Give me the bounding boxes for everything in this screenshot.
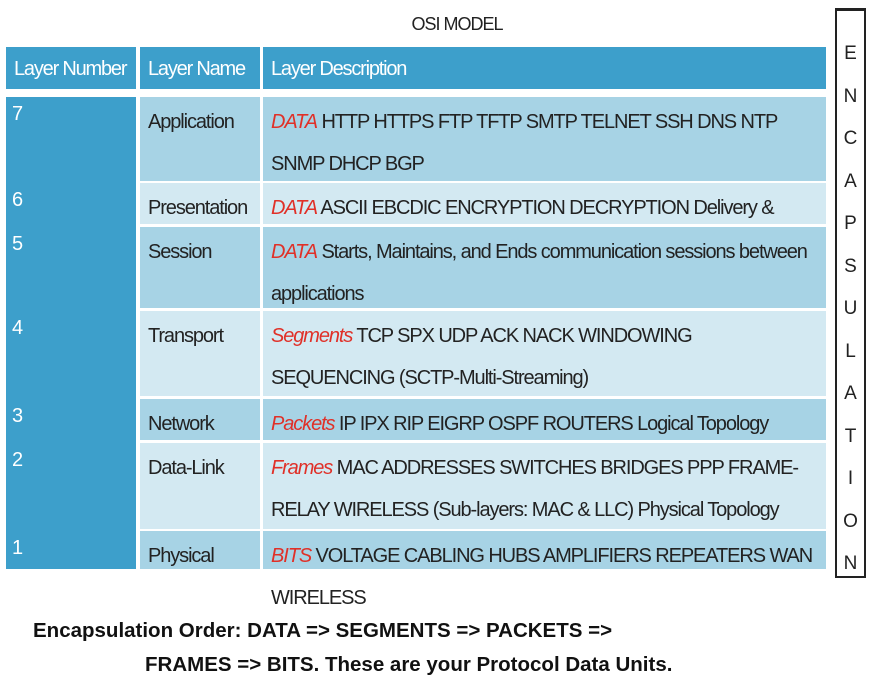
encapsulation-letter: N [843,85,858,107]
encapsulation-letter: P [844,213,857,234]
slide-title: OSI MODEL [411,14,503,34]
description-text: HTTP HTTPS FTP TFTP SMTP TELNET SSH DNS … [271,111,778,175]
description-text: IP IPX RIP EIGRP OSPF ROUTERS Logical To… [334,413,769,435]
encapsulation-letter: N [843,553,858,574]
layer-description: BITS VOLTAGE CABLING HUBS AMPLIFIERS REP… [263,531,826,609]
encapsulation-letter: A [844,383,857,404]
pdu-label: Frames [271,457,333,479]
encapsulation-letter: T [844,425,857,447]
header-layer-description: Layer Description [263,47,826,89]
pdu-label: BITS [271,545,312,567]
layer-name: Network [140,399,260,440]
layer-number: 4 [12,317,24,339]
layer-number: 2 [12,449,24,471]
layer-number: 6 [12,189,24,211]
layer-name: Transport [140,311,260,396]
encapsulation-letter: E [844,43,857,64]
pdu-label: Segments [271,325,353,347]
encapsulation-letter: A [844,170,857,192]
layer-description: DATA HTTP HTTPS FTP TFTP SMTP TELNET SSH… [263,97,826,181]
description-text: MAC ADDRESSES SWITCHES BRIDGES PPP FRAME… [271,457,799,521]
layer-name: Application [140,97,260,181]
footer-line-1: Encapsulation Order: DATA => SEGMENTS =>… [33,619,613,642]
pdu-label: DATA [271,197,318,219]
encapsulation-letter: I [847,468,854,489]
encapsulation-letter: C [843,128,858,149]
encapsulation-letter: S [844,255,857,277]
layer-number: 5 [12,233,24,255]
pdu-label: DATA [271,241,318,263]
encapsulation-letter: L [845,340,856,362]
layer-number: 1 [12,537,24,559]
layer-description: Frames MAC ADDRESSES SWITCHES BRIDGES PP… [263,443,826,529]
footer-line-2: FRAMES => BITS. These are your Protocol … [145,653,673,676]
layer-number: 3 [12,405,24,427]
header-layer-name: Layer Name [140,47,260,89]
layer-name: Session [140,227,260,308]
layer-description: DATA Starts, Maintains, and Ends communi… [263,227,826,308]
encapsulation-letter: U [843,298,858,319]
header-layer-number: Layer Number [6,47,136,89]
pdu-label: DATA [271,111,318,133]
layer-description: Packets IP IPX RIP EIGRP OSPF ROUTERS Lo… [263,399,826,440]
layer-number-column [6,97,136,569]
layer-number: 7 [12,103,24,125]
description-text: TCP SPX UDP ACK NACK WINDOWING SEQUENCIN… [271,325,693,389]
description-text: Starts, Maintains, and Ends communicatio… [271,241,808,305]
layer-description: DATA ASCII EBCDIC ENCRYPTION DECRYPTION … [263,183,826,261]
layer-name: Presentation [140,183,260,224]
pdu-label: Packets [271,413,336,435]
description-text: VOLTAGE CABLING HUBS AMPLIFIERS REPEATER… [271,545,813,609]
layer-name: Physical [140,531,260,569]
layer-name: Data-Link [140,443,260,529]
layer-description: Segments TCP SPX UDP ACK NACK WINDOWING … [263,311,826,396]
encapsulation-letter: O [843,510,858,532]
